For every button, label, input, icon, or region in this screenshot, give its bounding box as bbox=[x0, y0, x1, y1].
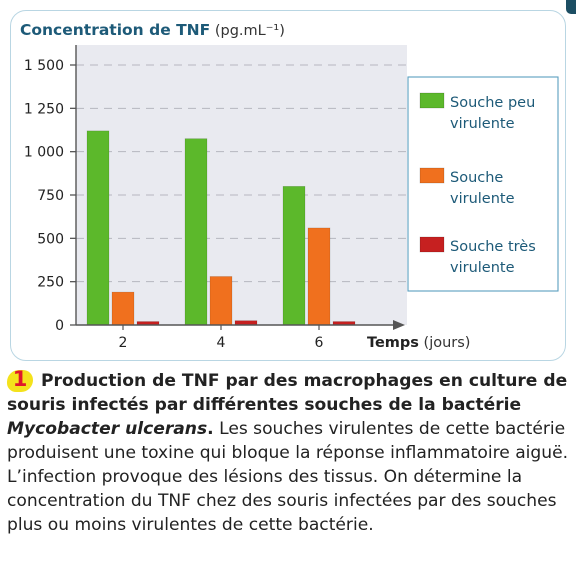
legend-label-line: Souche peu bbox=[450, 95, 535, 111]
corner-tab-decoration bbox=[566, 0, 576, 14]
y-tick-label: 1 500 bbox=[24, 58, 64, 74]
caption-title: Production de TNF par des macrophages en… bbox=[7, 371, 568, 415]
y-tick-label: 750 bbox=[37, 188, 64, 204]
x-axis-label-text: Temps bbox=[367, 335, 419, 351]
legend-label-line: Souche très bbox=[450, 239, 536, 255]
legend-label-line: Souche bbox=[450, 170, 503, 186]
legend-label-line: virulente bbox=[450, 116, 515, 132]
y-tick-label: 1 250 bbox=[24, 101, 64, 117]
bar bbox=[86, 130, 110, 326]
caption-body: Les souches virulentes de cette bactérie… bbox=[7, 419, 569, 535]
chart-title-unit: (pg.mL⁻¹) bbox=[210, 23, 285, 39]
y-tick-label: 0 bbox=[55, 318, 64, 334]
caption-title-end: . bbox=[207, 419, 214, 439]
figure-number: 1 bbox=[12, 367, 28, 391]
bar bbox=[184, 138, 208, 326]
x-axis-arrow bbox=[393, 320, 405, 330]
figure-number-badge: 1 bbox=[7, 367, 35, 393]
tnf-bar-chart: Concentration de TNF (pg.mL⁻¹) 0 250 500 750… bbox=[20, 21, 559, 351]
plot-background bbox=[76, 45, 407, 325]
x-axis-label-unit: (jours) bbox=[419, 335, 471, 351]
legend-label: Souche virulente bbox=[450, 170, 515, 207]
bar bbox=[282, 186, 306, 326]
y-tick-label: 250 bbox=[37, 275, 64, 291]
chart-title-text: Concentration de TNF bbox=[20, 21, 210, 39]
x-tick-label: 4 bbox=[217, 335, 226, 351]
figure-caption: 1 Production de TNF par des macrophages e… bbox=[7, 367, 569, 537]
chart-title: Concentration de TNF (pg.mL⁻¹) bbox=[20, 21, 285, 39]
legend-label-line: virulente bbox=[450, 260, 515, 276]
y-tick-label: 500 bbox=[37, 231, 64, 247]
x-axis-label: Temps (jours) bbox=[367, 335, 470, 351]
badge-highlight bbox=[7, 370, 33, 392]
x-tick-label: 6 bbox=[315, 335, 324, 351]
legend-swatch bbox=[419, 92, 445, 109]
bar bbox=[307, 227, 331, 326]
legend-label-line: virulente bbox=[450, 191, 515, 207]
legend-label: Souche peu virulente bbox=[450, 95, 535, 132]
legend-box bbox=[407, 76, 559, 292]
legend-label: Souche très virulente bbox=[450, 239, 536, 276]
legend-swatch bbox=[419, 236, 445, 253]
x-tick-label: 2 bbox=[119, 335, 128, 351]
caption-species-name: Mycobacter ulcerans bbox=[7, 419, 208, 439]
bar bbox=[209, 276, 233, 326]
legend-swatch bbox=[419, 167, 445, 184]
bar bbox=[111, 291, 135, 326]
y-tick-label: 1 000 bbox=[24, 145, 64, 161]
